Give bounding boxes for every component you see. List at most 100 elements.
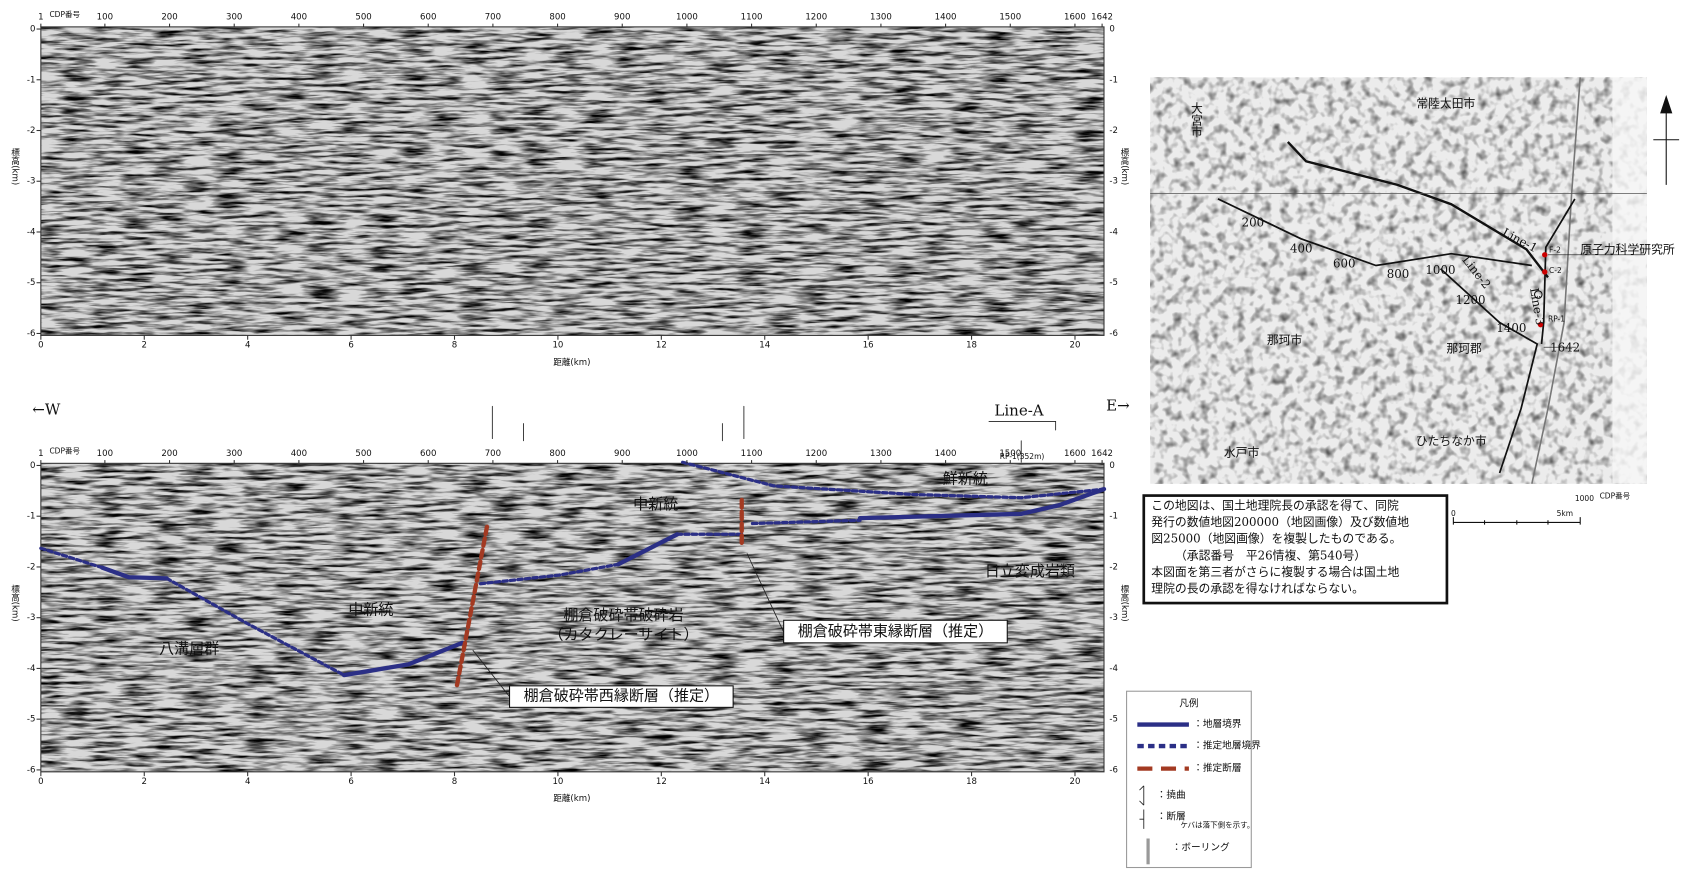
distance-tick-label: 8	[452, 777, 457, 787]
place-label: 常陸太田市	[1416, 96, 1475, 110]
line-label: Line-3	[1527, 287, 1547, 327]
inferred-boundary	[165, 576, 346, 677]
copyright-line: この地図は、国土地理院長の承認を得て、同院	[1151, 498, 1399, 512]
cdp-tick-label: 300	[226, 449, 242, 459]
distance-tick-label: 6	[348, 777, 353, 787]
legend-label: ：断層	[1157, 810, 1186, 822]
legend-label: ：撓曲	[1157, 789, 1186, 801]
distance-tick-label: 18	[966, 777, 977, 787]
depth-tick-label: -1	[27, 512, 36, 522]
legend-label: ：推定地層境界	[1193, 740, 1261, 752]
copyright-box	[1142, 494, 1449, 605]
depth-title: 標高(km)	[10, 147, 20, 186]
label-box	[509, 685, 734, 708]
cdp-origin: 1	[38, 13, 43, 23]
distance-tick-label: 8	[452, 341, 457, 351]
legend-label: ：ボーリング	[1172, 842, 1230, 854]
place-label: ひたちなか市	[1416, 434, 1487, 448]
cdp-tick-label: 600	[420, 13, 436, 23]
cdp-tick-label: 1500	[999, 449, 1021, 459]
copyright-line: （承認番号 平26情複、第540号）	[1175, 548, 1366, 562]
distance-tick-label: 20	[1070, 777, 1081, 787]
depth-tick-label: -2	[1109, 562, 1118, 572]
facility-label: 原子力科学研究所	[1580, 242, 1675, 256]
distance-tick-label: 0	[38, 341, 43, 351]
distance-tick-label: 4	[245, 777, 250, 787]
cdp-tick-label: 1400	[935, 449, 957, 459]
depth-tick-label: 0	[30, 25, 35, 35]
depth-tick-label: -3	[1109, 177, 1118, 187]
depth-tick-label: 0	[1109, 461, 1114, 471]
unit-label: 八溝層群	[159, 639, 219, 657]
cdp-tick-label: 200	[161, 13, 177, 23]
depth-tick-label: -2	[27, 562, 36, 572]
line-name: Line-A	[994, 402, 1043, 420]
interpretation	[39, 405, 1107, 698]
cdp-example-title: CDP番号	[1600, 491, 1631, 501]
depth-tick-label: -4	[27, 227, 36, 237]
cdp-tick-label: 1300	[870, 449, 892, 459]
fault-label: 棚倉破砕帯東縁断層（推定）	[798, 622, 993, 640]
cdp-title: CDP番号	[49, 446, 80, 456]
depth-tick-label: -1	[1109, 75, 1118, 85]
depth-tick-label: -6	[27, 329, 36, 339]
cdp-example: 1000	[1575, 494, 1594, 503]
distance-tick-label: 2	[142, 341, 147, 351]
north-arrow	[1653, 95, 1680, 185]
cdp-tick-label: 1000	[676, 449, 698, 459]
legend-label: ：地層境界	[1193, 718, 1242, 730]
cdp-label: 1400	[1496, 321, 1526, 335]
depth-tick-label: -4	[1109, 227, 1118, 237]
cdp-tick-label: 300	[226, 13, 242, 23]
unit-label: 中新統	[633, 495, 678, 513]
inferred-boundary	[681, 460, 1106, 500]
cdp-tick-label: 1100	[741, 13, 763, 23]
depth-title: 標高(km)	[1119, 583, 1129, 622]
site-label: RP-1	[1548, 314, 1565, 323]
cdp-tick-label: 100	[97, 13, 113, 23]
depth-tick-label: -1	[1109, 512, 1118, 522]
distance-tick-label: 14	[759, 777, 770, 787]
legend-fault	[1139, 809, 1145, 829]
distance-tick-label: 12	[656, 777, 667, 787]
inferred-boundary	[39, 546, 104, 570]
legend-note: ケバは落下側を示す。	[1180, 820, 1254, 830]
legend-label: ：推定断層	[1193, 762, 1241, 774]
site	[1533, 290, 1543, 299]
depth-tick-label: -5	[1109, 715, 1118, 725]
line-3	[1540, 198, 1576, 345]
leader-line	[1543, 254, 1645, 348]
cdp-label: 800	[1387, 267, 1410, 281]
boundary	[857, 486, 1107, 521]
unit-label: 棚倉破砕帯破砕岩	[563, 606, 683, 624]
cdp-tick-label: 1300	[870, 13, 892, 23]
cdp-tick-label: 900	[614, 449, 630, 459]
depth-tick-label: -5	[27, 278, 36, 288]
line-1	[1286, 141, 1549, 279]
distance-tick-label: 0	[38, 777, 43, 787]
boundary	[341, 640, 465, 678]
cdp-tick-label: 1600	[1064, 13, 1086, 23]
cdp-tick-label: 700	[485, 13, 501, 23]
distance-tick-label: 20	[1070, 341, 1081, 351]
depth-tick-label: 0	[1109, 25, 1114, 35]
direction-west: ←W	[32, 401, 61, 419]
boundary	[99, 565, 169, 581]
cdp-tick-label: 200	[161, 449, 177, 459]
sea	[1612, 77, 1647, 484]
site	[1542, 269, 1548, 275]
cdp-tick-label: 500	[355, 13, 371, 23]
site	[1537, 321, 1544, 328]
cdp-tick-label: 1600	[1064, 449, 1086, 459]
depth-tick-label: -6	[1109, 329, 1118, 339]
depth-tick-label: -3	[27, 613, 36, 623]
legend-symbols	[1137, 722, 1189, 865]
depth-tick-label: -3	[1109, 613, 1118, 623]
cdp-tick-label: 1200	[805, 449, 827, 459]
cdp-label: 600	[1333, 256, 1356, 270]
distance-tick-label: 14	[759, 341, 770, 351]
depth-tick-label: -4	[1109, 664, 1118, 674]
cdp-label: 1000	[1425, 263, 1455, 277]
scale-bar	[1452, 517, 1581, 525]
